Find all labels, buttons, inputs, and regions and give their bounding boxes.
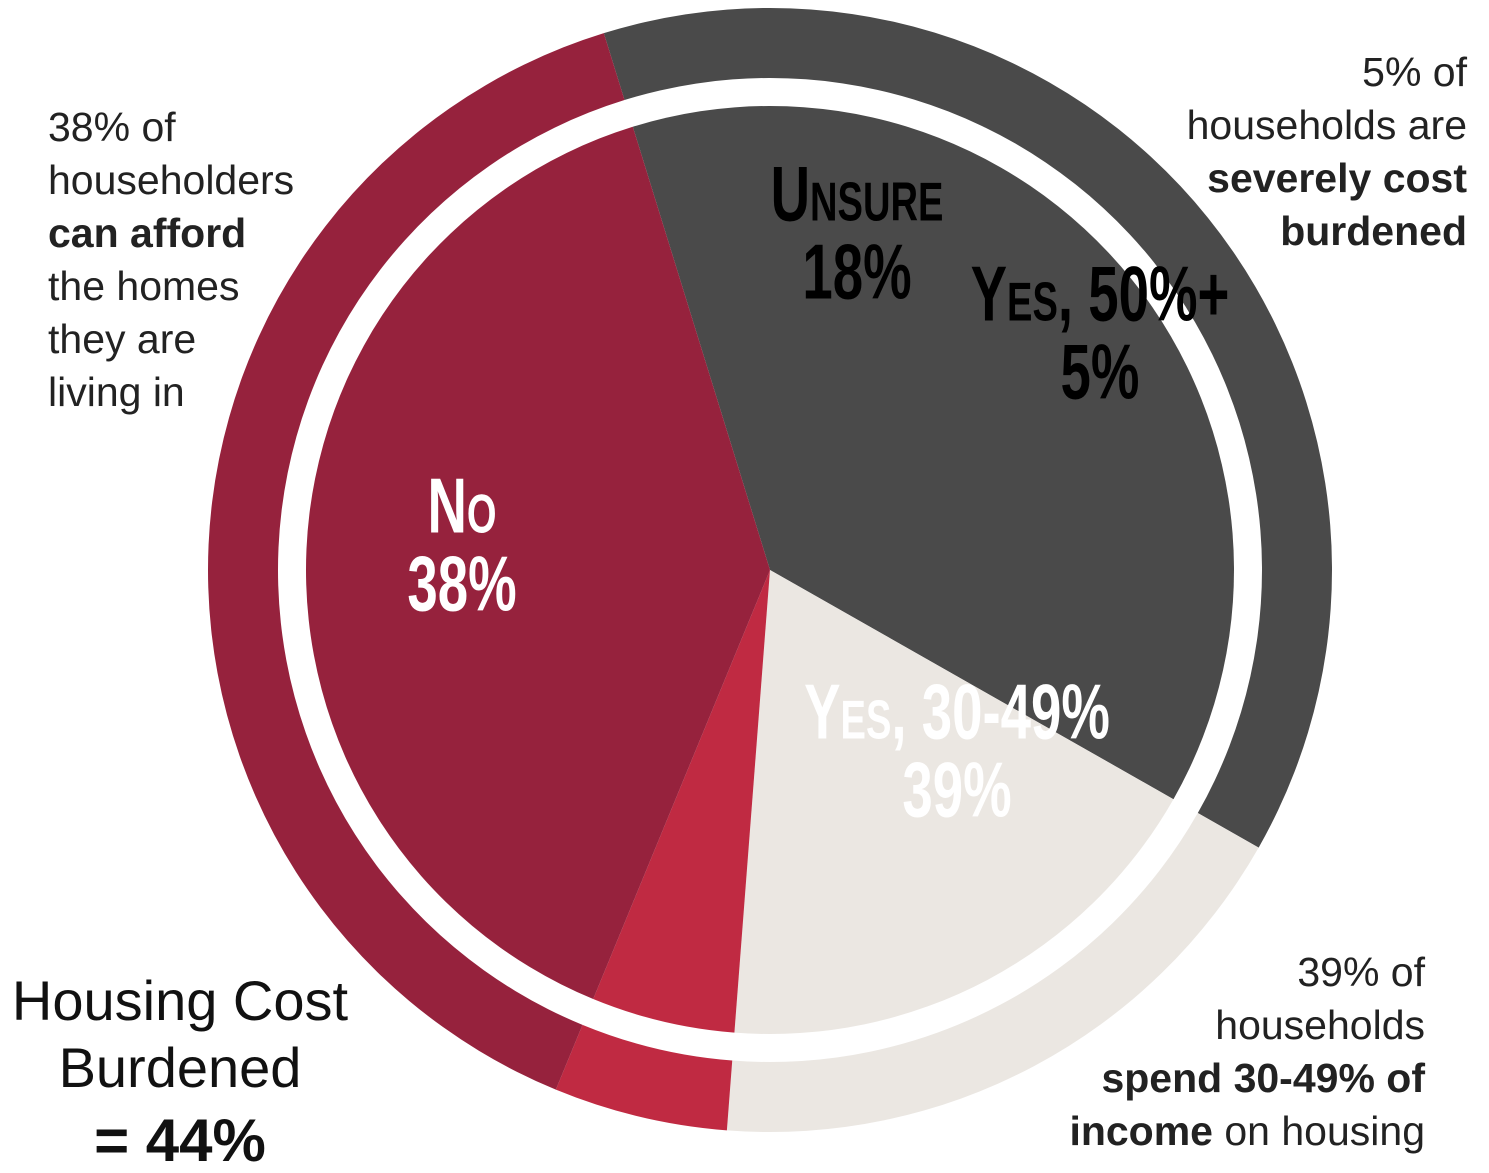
category-label: Unsure (771, 151, 944, 238)
value-label: 5% (1061, 329, 1140, 416)
annotation-run: living in (48, 369, 185, 415)
annotation-run: 39% of (1297, 949, 1425, 995)
summary-line: Burdened (59, 1036, 302, 1099)
annotation-line: income on housing (1069, 1108, 1425, 1154)
annotation-line: spend 30-49% of (1101, 1055, 1425, 1101)
ring-arc (207, 33, 625, 1090)
ring-arc (726, 813, 1259, 1132)
annotation-line: households are (1187, 102, 1467, 148)
annotation-line: householders (48, 157, 294, 203)
annotation-line: severely cost (1207, 155, 1467, 201)
ring-arc (555, 1024, 733, 1131)
annotation-run: they are (48, 316, 196, 362)
annotation-line: the homes (48, 263, 239, 309)
annotation-run: the homes (48, 263, 239, 309)
annotation-run: households (1215, 1002, 1425, 1048)
category-label: No (427, 463, 496, 550)
annotation-line: they are (48, 316, 196, 362)
annotation-run: income (1069, 1108, 1213, 1154)
category-label: Yes, 30-49% (804, 669, 1110, 756)
annotation-run: spend 30-49% of (1101, 1055, 1425, 1101)
annotation-run: households are (1187, 102, 1467, 148)
value-label: 38% (407, 541, 516, 628)
summary-line: Housing Cost (12, 969, 349, 1032)
wedge (632, 105, 1234, 800)
wedge (593, 570, 770, 1033)
annotation-line: 39% of (1297, 949, 1425, 995)
annotation-line: 5% of (1362, 49, 1467, 95)
annotation-line: can afford (48, 210, 246, 256)
wedge (734, 570, 1174, 1034)
value-label: 39% (902, 747, 1011, 834)
summary-line: = 44% (94, 1107, 266, 1173)
ring-arc (603, 8, 1332, 848)
annotation-run: can afford (48, 210, 246, 256)
annotation-run: on housing (1213, 1108, 1425, 1154)
pie (207, 8, 1332, 1132)
value-label: 18% (802, 229, 911, 316)
annotation-line: burdened (1280, 208, 1467, 254)
annotation-run: 38% of (48, 104, 176, 150)
annotation-run: 5% of (1362, 49, 1467, 95)
annotation-run: householders (48, 157, 294, 203)
annotation-run: severely cost (1207, 155, 1467, 201)
annotation-line: living in (48, 369, 185, 415)
category-label: Yes, 50%+ (971, 251, 1230, 338)
annotation-line: households (1215, 1002, 1425, 1048)
wedge (305, 126, 770, 999)
annotation-run: burdened (1280, 208, 1467, 254)
annotation-line: 38% of (48, 104, 176, 150)
